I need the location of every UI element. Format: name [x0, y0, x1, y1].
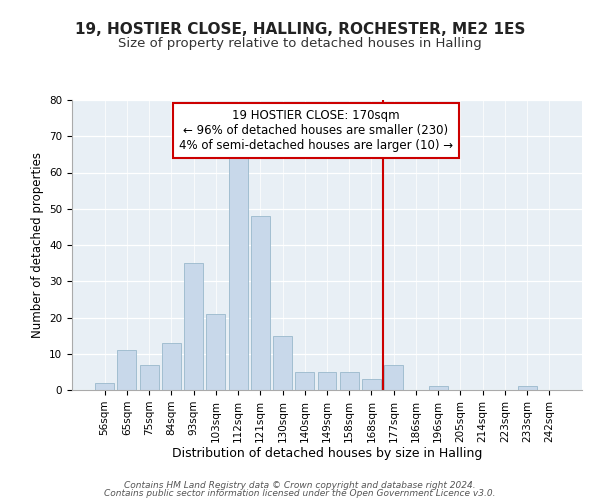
Bar [273, 336, 292, 390]
Bar [95, 383, 114, 390]
Text: Contains HM Land Registry data © Crown copyright and database right 2024.: Contains HM Land Registry data © Crown c… [124, 481, 476, 490]
Text: 19, HOSTIER CLOSE, HALLING, ROCHESTER, ME2 1ES: 19, HOSTIER CLOSE, HALLING, ROCHESTER, M… [75, 22, 525, 38]
Text: Size of property relative to detached houses in Halling: Size of property relative to detached ho… [118, 38, 482, 51]
Bar [340, 372, 359, 390]
Text: 19 HOSTIER CLOSE: 170sqm
← 96% of detached houses are smaller (230)
4% of semi-d: 19 HOSTIER CLOSE: 170sqm ← 96% of detach… [179, 109, 453, 152]
Bar [206, 314, 225, 390]
Bar [295, 372, 314, 390]
Bar [317, 372, 337, 390]
Bar [229, 147, 248, 390]
X-axis label: Distribution of detached houses by size in Halling: Distribution of detached houses by size … [172, 448, 482, 460]
Bar [384, 364, 403, 390]
Text: Contains public sector information licensed under the Open Government Licence v3: Contains public sector information licen… [104, 488, 496, 498]
Bar [140, 364, 158, 390]
Y-axis label: Number of detached properties: Number of detached properties [31, 152, 44, 338]
Bar [162, 343, 181, 390]
Bar [251, 216, 270, 390]
Bar [184, 263, 203, 390]
Bar [118, 350, 136, 390]
Bar [518, 386, 536, 390]
Bar [362, 379, 381, 390]
Bar [429, 386, 448, 390]
